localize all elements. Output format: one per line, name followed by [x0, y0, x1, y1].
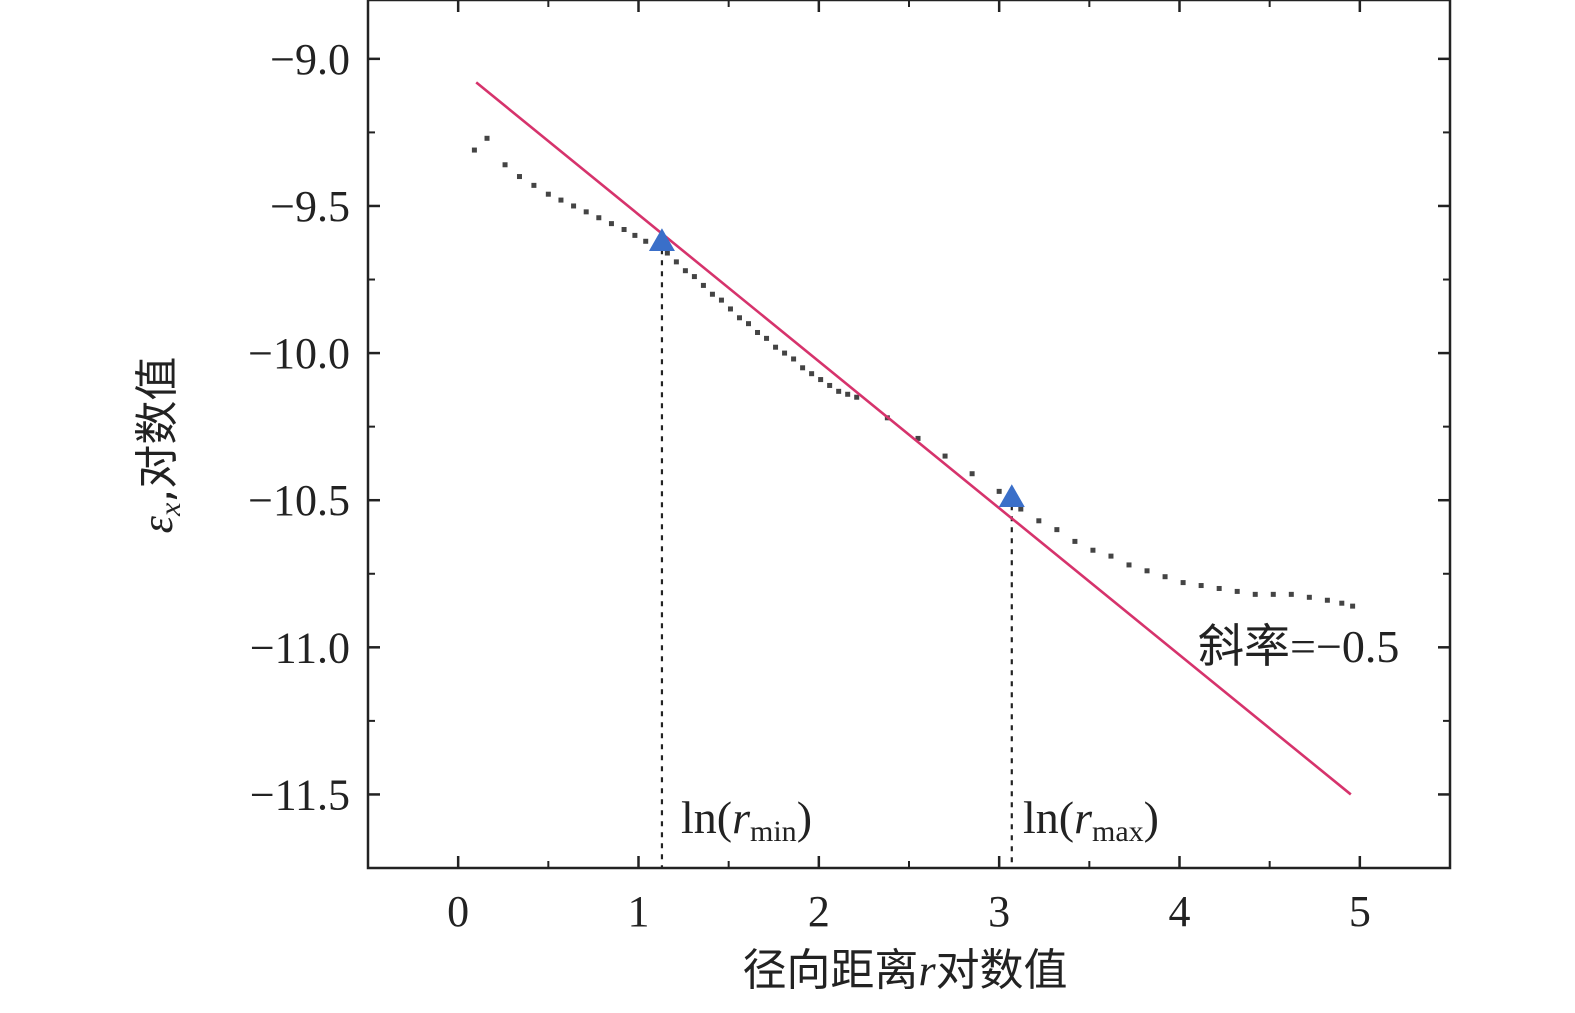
- y-tick-label: −9.0: [270, 35, 350, 84]
- data-point: [1018, 506, 1024, 512]
- data-point: [727, 306, 733, 312]
- y-tick-label: −9.5: [270, 182, 350, 231]
- data-point: [632, 232, 638, 238]
- data-point: [1090, 547, 1096, 553]
- data-point: [1144, 568, 1150, 574]
- data-point: [545, 191, 551, 197]
- data-point: [836, 388, 842, 394]
- data-point: [854, 394, 860, 400]
- data-point: [718, 297, 724, 303]
- data-point: [746, 321, 752, 327]
- data-point: [664, 250, 670, 256]
- data-point: [764, 335, 770, 341]
- data-point: [736, 315, 742, 321]
- data-point: [531, 182, 537, 188]
- data-point: [969, 471, 975, 477]
- data-point: [755, 329, 761, 335]
- data-point: [845, 391, 851, 397]
- data-points: [471, 135, 1356, 609]
- slope-annotation: 斜率=−0.5: [1198, 621, 1399, 672]
- fit-line: [475, 81, 1352, 796]
- data-point: [1072, 538, 1078, 544]
- data-point: [471, 147, 477, 153]
- data-point: [673, 259, 679, 265]
- rmax-annotation: ln(rmax): [1023, 792, 1159, 848]
- data-point: [1216, 585, 1222, 591]
- data-point: [571, 203, 577, 209]
- data-point: [1252, 591, 1258, 597]
- y-axis-title: εx,对数值: [132, 357, 187, 534]
- y-tick-label: −11.5: [250, 770, 350, 819]
- x-tick-label: 0: [447, 887, 469, 936]
- data-point: [484, 135, 490, 141]
- data-point: [809, 371, 815, 377]
- data-point: [608, 221, 614, 227]
- data-point: [1126, 562, 1132, 568]
- data-point: [691, 274, 697, 280]
- guide-lines: [660, 249, 1013, 868]
- x-axis-title: 径向距离r对数值: [742, 945, 1067, 996]
- y-tick-label: −10.0: [248, 329, 350, 378]
- triangle-marker: [648, 228, 675, 252]
- triangle-markers: [648, 228, 1025, 508]
- data-point: [1198, 583, 1204, 589]
- x-tick-label: 3: [988, 887, 1010, 936]
- data-point: [558, 197, 564, 203]
- data-point: [709, 291, 715, 297]
- x-tick-label: 2: [808, 887, 830, 936]
- tick-labels: 0 1 2 3 4 5 −9.0 −9.5 −10.0 −10.5 −11.0 −11.5: [248, 35, 1371, 936]
- data-point: [502, 162, 508, 168]
- data-point: [1270, 591, 1276, 597]
- data-point: [1108, 553, 1114, 559]
- ticks: [368, 0, 1450, 868]
- data-point: [800, 365, 806, 371]
- data-point: [1288, 591, 1294, 597]
- data-point: [773, 344, 779, 350]
- x-tick-label: 4: [1169, 887, 1191, 936]
- data-point: [1234, 588, 1240, 594]
- data-point: [682, 268, 688, 274]
- data-point: [818, 377, 824, 383]
- x-tick-label: 1: [628, 887, 650, 936]
- data-point: [1036, 518, 1042, 524]
- data-point: [996, 488, 1002, 494]
- x-tick-label: 5: [1349, 887, 1371, 936]
- data-point: [1350, 603, 1356, 609]
- y-tick-label: −10.5: [248, 476, 350, 525]
- triangle-marker: [998, 484, 1025, 508]
- data-point: [782, 350, 788, 356]
- y-tick-label: −11.0: [250, 623, 350, 672]
- data-point: [1339, 600, 1345, 606]
- rmin-annotation: ln(rmin): [681, 792, 812, 848]
- data-point: [700, 282, 706, 288]
- data-point: [1306, 594, 1312, 600]
- data-point: [1054, 527, 1060, 533]
- data-point: [583, 209, 589, 215]
- data-point: [621, 227, 627, 233]
- data-point: [1324, 597, 1330, 603]
- data-point: [942, 453, 948, 459]
- data-point: [915, 435, 921, 441]
- data-point: [516, 174, 522, 180]
- data-point: [1162, 574, 1168, 580]
- data-point: [596, 215, 602, 221]
- data-point: [643, 238, 649, 244]
- data-point: [827, 382, 833, 388]
- data-point: [1180, 580, 1186, 586]
- data-point: [791, 356, 797, 362]
